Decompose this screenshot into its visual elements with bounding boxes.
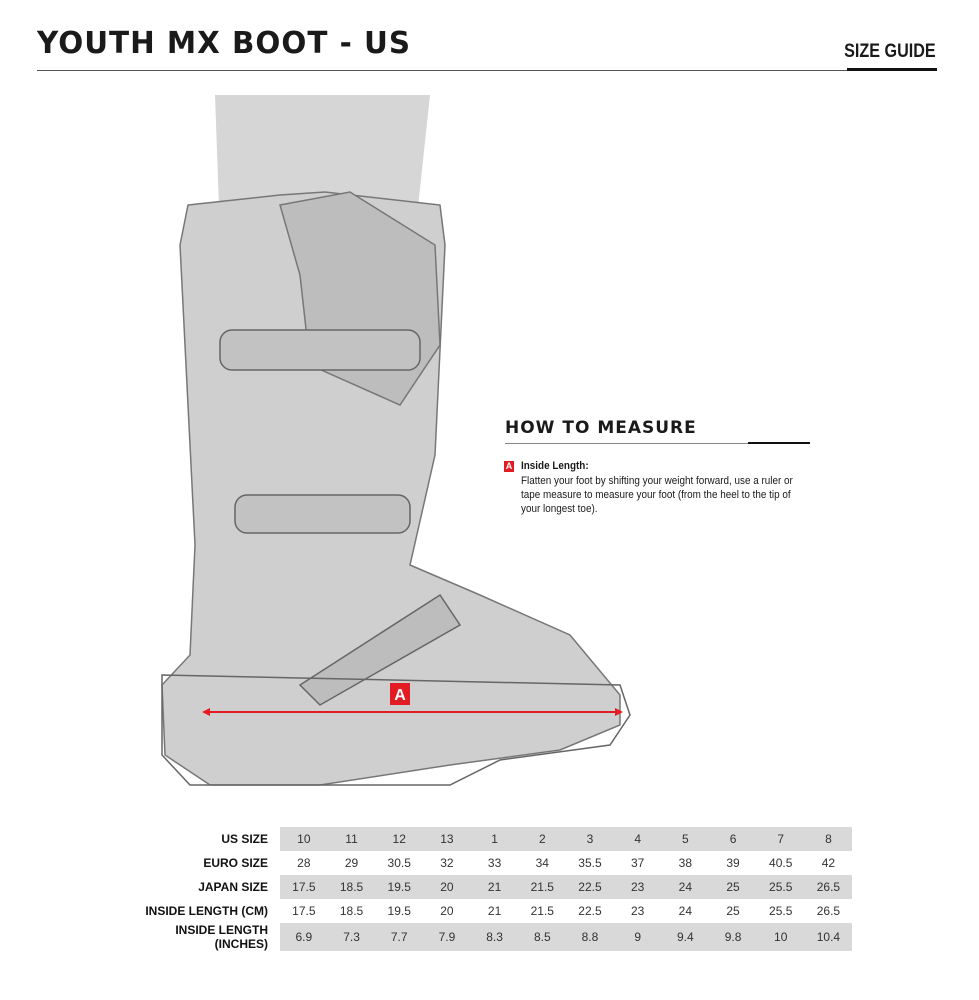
table-cell: 1 xyxy=(470,827,519,851)
table-row: JAPAN SIZE 17.5 18.5 19.5 20 21 21.5 22.5 23 24 25… xyxy=(130,875,853,899)
table-cell: 24 xyxy=(678,904,693,918)
table-cell: 29 xyxy=(344,856,359,870)
table-cell: 17.5 xyxy=(280,875,328,899)
table-cell: 3 xyxy=(566,827,614,851)
table-cell: 40.5 xyxy=(769,856,793,870)
table-cell: 6.9 xyxy=(280,923,328,951)
row-label: EURO SIZE xyxy=(203,856,268,870)
table-cell: 18.5 xyxy=(327,875,376,899)
page-title: YOUTH MX BOOT - US xyxy=(37,26,411,61)
table-cell: 30.5 xyxy=(387,856,411,870)
header-divider-accent xyxy=(847,68,937,71)
table-cell: 8.8 xyxy=(566,923,614,951)
marker-a-label: A xyxy=(394,687,406,704)
how-to-measure-divider-accent xyxy=(748,442,810,444)
table-cell: 25.5 xyxy=(769,904,793,918)
table-cell: 23 xyxy=(630,904,645,918)
table-cell: 25.5 xyxy=(756,875,805,899)
table-cell: 5 xyxy=(661,827,710,851)
table-cell: 42 xyxy=(821,856,836,870)
table-cell: 33 xyxy=(487,856,502,870)
row-label: US SIZE xyxy=(221,832,268,846)
table-cell: 6 xyxy=(709,827,757,851)
table-cell: 25 xyxy=(726,904,740,918)
size-guide-label: SIZE GUIDE xyxy=(844,41,936,62)
table-cell: 10.4 xyxy=(804,923,853,951)
table-row: INSIDE LENGTH (CM) 17.5 18.5 19.5 20 21 21.5 22… xyxy=(130,899,852,923)
table-cell: 23 xyxy=(613,875,662,899)
how-to-measure-divider xyxy=(505,443,810,444)
table-cell: 7.3 xyxy=(327,923,376,951)
table-cell: 34 xyxy=(535,856,549,870)
table-cell: 24 xyxy=(661,875,710,899)
measure-description: Flatten your foot by shifting your weigh… xyxy=(521,475,793,515)
table-cell: 20 xyxy=(423,875,471,899)
table-cell: 10 xyxy=(280,827,328,851)
row-label: JAPAN SIZE xyxy=(198,880,268,894)
table-row: EURO SIZE 28 29 30.5 32 33 34 35.5 37 38 39 40.5 42 xyxy=(130,851,852,875)
table-cell: 18.5 xyxy=(339,904,364,918)
table-cell: 7.7 xyxy=(375,923,424,951)
header-divider xyxy=(37,70,937,71)
table-cell: 37 xyxy=(630,856,645,870)
table-cell: 21 xyxy=(487,904,502,918)
marker-a-badge xyxy=(390,683,410,705)
table-cell: 9.4 xyxy=(661,923,710,951)
row-label: INSIDE LENGTH (CM) xyxy=(145,904,268,918)
table-cell: 7 xyxy=(756,827,805,851)
table-cell: 9.8 xyxy=(709,923,757,951)
table-row: INSIDE LENGTH (INCHES) 6.9 7.3 7.7 7.9 8.3 8.5… xyxy=(130,923,853,951)
table-cell: 10 xyxy=(756,923,805,951)
table-cell: 25 xyxy=(709,875,757,899)
table-cell: 9 xyxy=(613,923,662,951)
table-cell: 2 xyxy=(518,827,567,851)
table-cell: 8 xyxy=(804,827,853,851)
table-cell: 8.5 xyxy=(518,923,567,951)
size-table: US SIZE 10 11 12 13 1 2 3 4 5 6 7 8 EURO SIZE 28 29 30.5… xyxy=(130,827,853,951)
table-cell: 4 xyxy=(613,827,662,851)
table-cell: 32 xyxy=(440,856,454,870)
how-to-measure-heading: HOW TO MEASURE xyxy=(505,418,697,438)
table-cell: 21.5 xyxy=(530,904,554,918)
table-cell: 21.5 xyxy=(518,875,567,899)
table-cell: 13 xyxy=(423,827,471,851)
table-cell: 26.5 xyxy=(804,875,853,899)
table-cell: 8.3 xyxy=(470,923,519,951)
table-cell: 17.5 xyxy=(292,904,316,918)
table-cell: 39 xyxy=(726,856,740,870)
table-cell: 21 xyxy=(470,875,519,899)
table-cell: 12 xyxy=(375,827,424,851)
table-cell: 22.5 xyxy=(578,904,602,918)
table-cell: 11 xyxy=(327,827,376,851)
boot-illustration: A xyxy=(161,95,631,786)
table-cell: 7.9 xyxy=(423,923,471,951)
table-cell: 22.5 xyxy=(566,875,614,899)
table-cell: 20 xyxy=(440,904,454,918)
measure-label: Inside Length: xyxy=(521,460,589,472)
table-cell: 38 xyxy=(678,856,693,870)
table-cell: 26.5 xyxy=(816,904,841,918)
table-row: US SIZE 10 11 12 13 1 2 3 4 5 6 7 8 xyxy=(130,827,853,851)
row-label: INSIDE LENGTH (INCHES) xyxy=(175,923,268,951)
measure-badge-a: A xyxy=(504,461,514,472)
table-cell: 28 xyxy=(297,856,311,870)
table-cell: 19.5 xyxy=(387,904,411,918)
table-cell: 35.5 xyxy=(578,856,602,870)
table-cell: 19.5 xyxy=(375,875,424,899)
